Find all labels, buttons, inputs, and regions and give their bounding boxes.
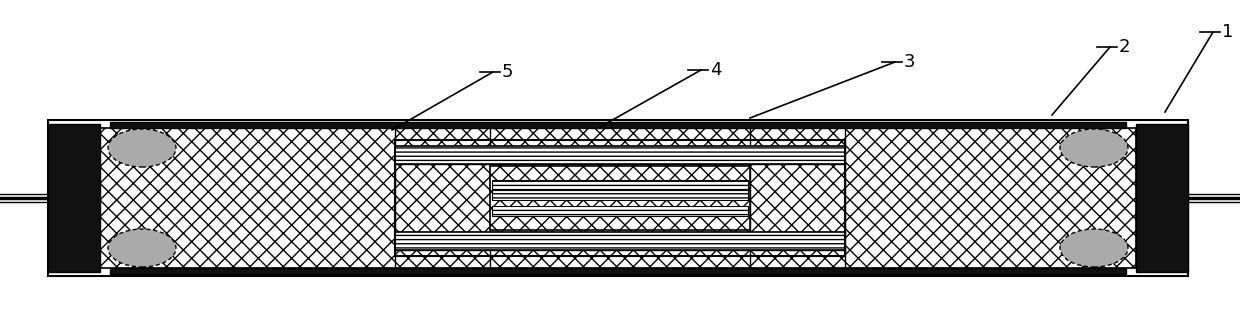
Bar — [396, 232, 844, 250]
Ellipse shape — [1060, 129, 1128, 167]
Bar — [490, 166, 750, 230]
Bar — [100, 128, 1136, 268]
Bar — [492, 206, 748, 216]
Bar — [1136, 124, 1188, 272]
Bar — [396, 146, 844, 164]
Text: 5: 5 — [502, 63, 513, 81]
Text: 2: 2 — [1118, 38, 1131, 56]
Text: 1: 1 — [1221, 23, 1234, 41]
Bar — [492, 190, 748, 200]
Text: 4: 4 — [711, 61, 722, 79]
Ellipse shape — [1060, 229, 1128, 267]
Ellipse shape — [108, 229, 176, 267]
Bar — [492, 180, 748, 190]
Text: 3: 3 — [904, 53, 915, 71]
Bar — [396, 140, 844, 256]
Bar — [48, 120, 1188, 276]
Ellipse shape — [108, 129, 176, 167]
Bar — [110, 268, 1126, 274]
Bar — [110, 122, 1126, 128]
Bar — [48, 124, 100, 272]
